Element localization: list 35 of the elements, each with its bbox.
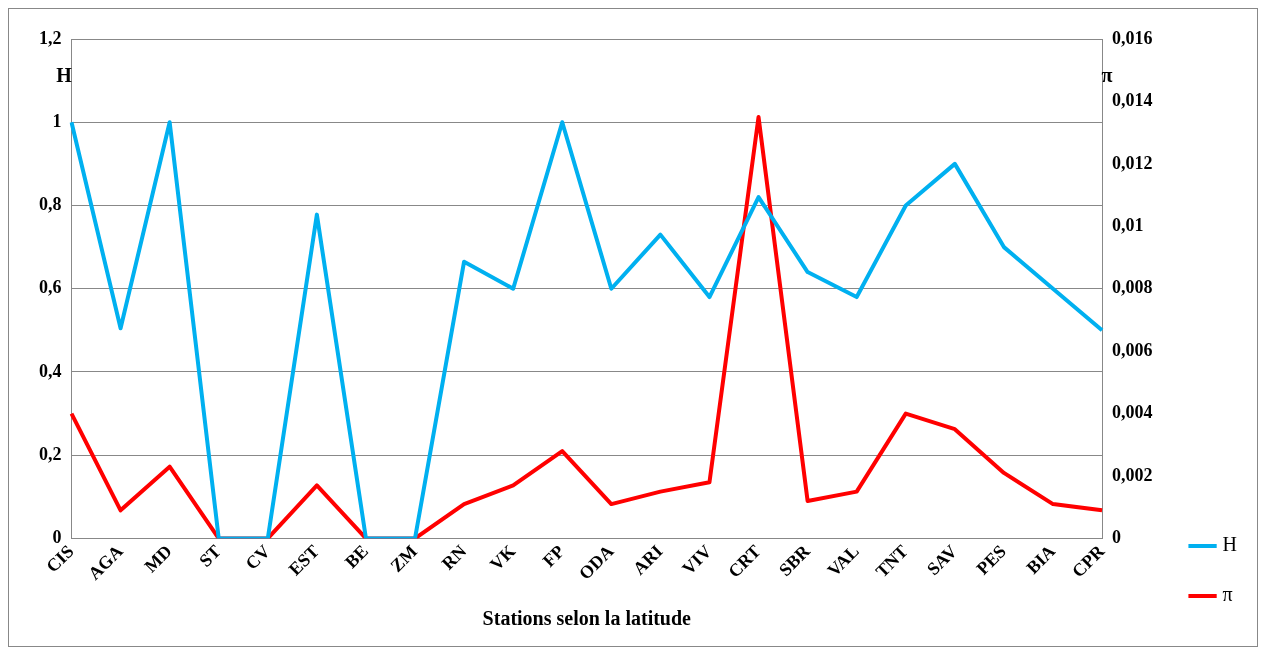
x-tick-label: CV <box>241 541 274 574</box>
y-tick-label: 1,2 <box>39 27 62 48</box>
y-tick-label: 1 <box>52 110 62 131</box>
x-tick-label: SBR <box>774 540 815 580</box>
legend-label: H <box>1222 533 1238 556</box>
x-tick-label: BE <box>340 541 373 573</box>
y2-tick-label: 0,002 <box>1112 464 1153 485</box>
y-tick-label: 0,4 <box>39 360 62 381</box>
y2-tick-label: 0,008 <box>1112 277 1153 298</box>
y2-tick-label: 0,01 <box>1112 214 1144 235</box>
x-tick-label: RN <box>437 541 471 574</box>
y2-tick-label: 0,012 <box>1112 152 1153 173</box>
y-axis-title: H <box>56 64 73 87</box>
y2-tick-label: 0,016 <box>1112 27 1153 48</box>
x-tick-label: FP <box>538 541 569 571</box>
x-tick-label: ST <box>195 541 225 571</box>
y2-tick-label: 0,004 <box>1112 402 1153 423</box>
x-tick-label: CPR <box>1067 540 1109 582</box>
x-tick-label: VK <box>486 541 520 575</box>
y2-tick-label: 0 <box>1112 527 1122 548</box>
x-tick-label: MD <box>140 541 176 577</box>
y2-tick-label: 0,006 <box>1112 339 1153 360</box>
y-tick-label: 0,6 <box>39 277 62 298</box>
y2-axis-title: π <box>1101 64 1113 87</box>
x-tick-label: VAL <box>823 541 863 581</box>
y-tick-label: 0,8 <box>39 194 62 215</box>
x-tick-label: BIA <box>1022 541 1060 578</box>
x-axis-title: Stations selon la latitude <box>482 607 692 630</box>
x-tick-label: PES <box>972 541 1011 579</box>
x-tick-label: ZM <box>386 541 422 576</box>
y-tick-label: 0,2 <box>39 443 62 464</box>
y-tick-label: 0 <box>52 527 62 548</box>
x-tick-label: VIV <box>678 541 716 579</box>
legend-label: π <box>1222 583 1233 606</box>
y2-tick-label: 0,014 <box>1112 90 1153 111</box>
